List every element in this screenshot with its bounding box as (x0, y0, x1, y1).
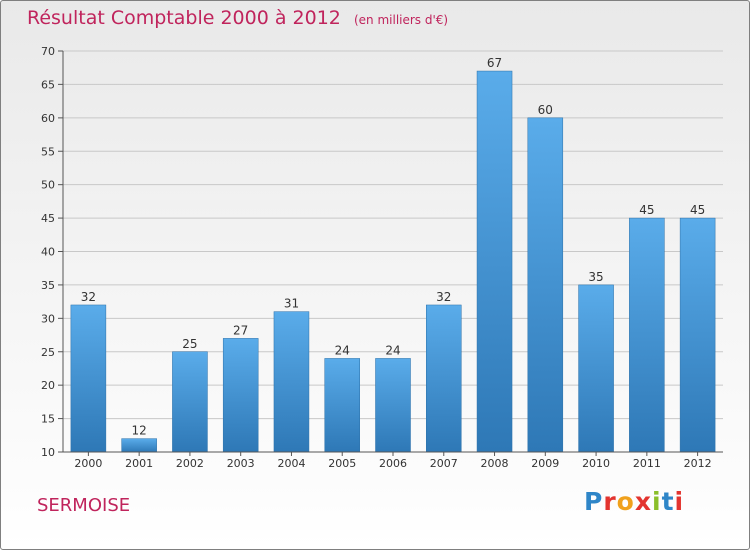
data-label-2008: 67 (487, 56, 502, 70)
x-tick-label-2008: 2008 (481, 457, 509, 470)
bar-2006[interactable] (375, 358, 411, 453)
bar-2010[interactable] (578, 284, 614, 453)
logo-letter: o (616, 487, 635, 516)
bar-2008[interactable] (476, 70, 513, 453)
x-tick-label-2005: 2005 (328, 457, 356, 470)
x-tick-label-2000: 2000 (74, 457, 102, 470)
y-tick-label: 20 (41, 379, 55, 392)
chart-title-row: Résultat Comptable 2000 à 2012 (en milli… (27, 7, 448, 29)
commune-name: SERMOISE (37, 495, 131, 516)
logo-letter: i (652, 487, 662, 516)
x-tick-label-2007: 2007 (430, 457, 458, 470)
x-tick-label-2009: 2009 (531, 457, 559, 470)
logo-letter: r (603, 487, 617, 516)
x-tick-label-2006: 2006 (379, 457, 407, 470)
y-tick-label: 45 (41, 212, 55, 225)
data-label-2011: 45 (639, 203, 654, 217)
x-tick-label-2011: 2011 (633, 457, 661, 470)
y-tick-label: 30 (41, 312, 55, 325)
chart-title: Résultat Comptable 2000 à 2012 (27, 7, 341, 29)
y-tick-label: 55 (41, 145, 55, 158)
bar-2004[interactable] (273, 311, 310, 453)
logo-letter: x (634, 487, 652, 516)
logo-letter: i (674, 487, 685, 516)
data-label-2006: 24 (385, 343, 400, 357)
x-tick-label-2001: 2001 (125, 457, 153, 470)
bar-2009[interactable] (527, 117, 564, 453)
bar-2007[interactable] (426, 304, 462, 453)
axes: 10 15 20 25 30 35 40 45 50 55 60 65 70 2000 2001 2002 20… (41, 45, 723, 470)
y-tick-label: 60 (41, 112, 55, 125)
data-label-2007: 32 (436, 290, 451, 304)
x-tick-label-2002: 2002 (176, 457, 204, 470)
y-tick-label: 15 (41, 413, 55, 426)
bars (70, 70, 716, 453)
y-tick-label: 65 (41, 78, 55, 91)
y-tick-label: 40 (41, 246, 55, 259)
bar-2002[interactable] (172, 351, 208, 453)
data-label-2005: 24 (335, 343, 350, 357)
bar-2005[interactable] (324, 358, 360, 453)
logo-letter: t (661, 487, 675, 516)
data-label-2010: 35 (588, 270, 603, 284)
y-tick-label: 25 (41, 346, 55, 359)
x-tick-label-2003: 2003 (227, 457, 255, 470)
y-tick-label: 50 (41, 179, 55, 192)
x-tick-label-2012: 2012 (684, 457, 712, 470)
bar-2012[interactable] (679, 217, 716, 453)
proxiti-logo[interactable]: Proxiti (584, 487, 684, 516)
bar-2001[interactable] (121, 438, 157, 453)
bar-2011[interactable] (629, 217, 665, 453)
data-label-2003: 27 (233, 323, 248, 337)
y-tick-label: 10 (41, 446, 55, 459)
data-label-2012: 45 (690, 203, 705, 217)
bar-2003[interactable] (222, 338, 259, 453)
bar-2000[interactable] (70, 304, 107, 453)
data-labels: 32 12 25 27 31 24 24 32 67 60 35 45 45 (81, 56, 706, 438)
data-label-2002: 25 (182, 337, 197, 351)
data-label-2000: 32 (81, 290, 96, 304)
y-tick-label: 35 (41, 279, 55, 292)
y-tick-label: 70 (41, 45, 55, 58)
logo-letter: P (584, 487, 604, 516)
data-label-2009: 60 (538, 103, 553, 117)
data-label-2004: 31 (284, 297, 299, 311)
x-tick-label-2004: 2004 (277, 457, 305, 470)
chart-subtitle: (en milliers d'€) (353, 13, 449, 27)
data-label-2001: 12 (132, 424, 147, 438)
x-tick-label-2010: 2010 (582, 457, 610, 470)
